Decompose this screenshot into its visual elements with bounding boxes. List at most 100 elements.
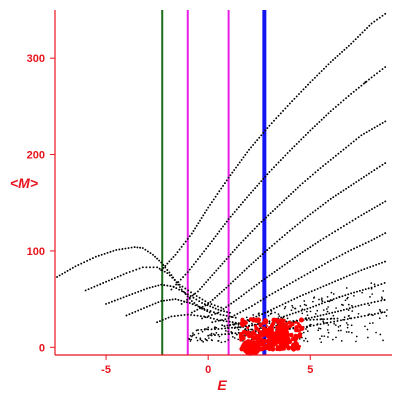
data-point (183, 300, 186, 303)
data-point (321, 297, 323, 300)
data-point (345, 308, 348, 310)
data-point (342, 99, 345, 102)
data-point (233, 324, 235, 326)
data-point (316, 123, 319, 125)
data-point (225, 258, 228, 260)
data-point (336, 54, 339, 57)
data-point (253, 285, 256, 288)
data-point (207, 206, 210, 209)
data-point (280, 201, 283, 204)
data-point (197, 305, 200, 308)
data-point (140, 308, 143, 311)
data-point (291, 258, 294, 261)
data-point (215, 326, 218, 329)
data-point (299, 252, 302, 255)
data-point (362, 82, 365, 85)
data-point (323, 262, 326, 265)
data-point (216, 294, 219, 297)
data-point (242, 293, 245, 296)
data-point (264, 129, 267, 132)
data-point (231, 251, 234, 254)
data-point (311, 211, 314, 214)
data-point (355, 181, 358, 183)
data-point (381, 298, 384, 300)
data-point (201, 252, 204, 255)
data-point (354, 305, 357, 308)
data-point (378, 70, 381, 73)
data-point (207, 326, 210, 329)
data-point (357, 136, 360, 139)
data-point (219, 319, 222, 322)
data-point (154, 255, 157, 258)
data-point (194, 292, 197, 295)
data-point (263, 278, 266, 281)
data-point (254, 330, 257, 333)
data-point (320, 318, 323, 320)
data-point (214, 307, 217, 310)
x-tick-label: 0 (205, 364, 211, 376)
data-point (178, 288, 181, 291)
data-point (225, 286, 228, 289)
data-point (149, 252, 152, 255)
data-point (223, 260, 226, 263)
data-point (240, 158, 243, 161)
data-point (322, 237, 325, 240)
data-point (225, 314, 228, 317)
data-point (152, 266, 155, 269)
data-point (193, 302, 196, 304)
data-point (325, 235, 328, 238)
data-point (347, 293, 350, 296)
data-point (334, 154, 337, 157)
data-point (148, 286, 151, 289)
data-point (217, 340, 219, 342)
data-point (233, 314, 236, 317)
data-point (317, 169, 319, 172)
red-data-point (289, 332, 294, 338)
data-point (357, 304, 360, 307)
data-point (207, 334, 210, 337)
data-point (329, 299, 332, 302)
data-point (343, 48, 346, 51)
data-point (214, 320, 217, 323)
data-point (347, 303, 350, 306)
data-point (268, 294, 271, 297)
red-data-point (260, 331, 266, 338)
data-point (119, 274, 122, 277)
data-point (233, 337, 236, 339)
data-point (357, 316, 359, 319)
y-tick-label: 200 (27, 150, 45, 162)
data-point (279, 112, 282, 115)
data-point (156, 257, 159, 260)
data-point (274, 207, 277, 210)
data-point (319, 239, 322, 242)
data-point (205, 209, 208, 212)
y-tick-labels: 0 100 200 300 (27, 53, 45, 354)
data-point (211, 321, 214, 324)
data-point (297, 310, 300, 313)
data-point (296, 254, 299, 257)
data-point (258, 136, 261, 139)
data-point (231, 321, 234, 324)
data-point (106, 251, 109, 254)
data-point (348, 274, 351, 277)
data-point (245, 291, 248, 294)
data-point (228, 324, 231, 327)
data-point (207, 302, 210, 305)
data-point (316, 309, 319, 312)
data-point (309, 81, 312, 84)
data-point (125, 272, 128, 275)
data-point (270, 168, 273, 171)
data-point (365, 131, 368, 134)
data-point (220, 290, 223, 293)
data-point (265, 216, 268, 219)
data-point (357, 312, 360, 315)
data-point (135, 268, 138, 271)
data-point (326, 261, 329, 264)
data-point (180, 302, 183, 305)
data-point (256, 225, 258, 228)
data-point (187, 289, 190, 292)
data-point (378, 203, 381, 206)
data-point (373, 126, 376, 129)
data-point (347, 186, 350, 189)
data-point (226, 311, 228, 313)
